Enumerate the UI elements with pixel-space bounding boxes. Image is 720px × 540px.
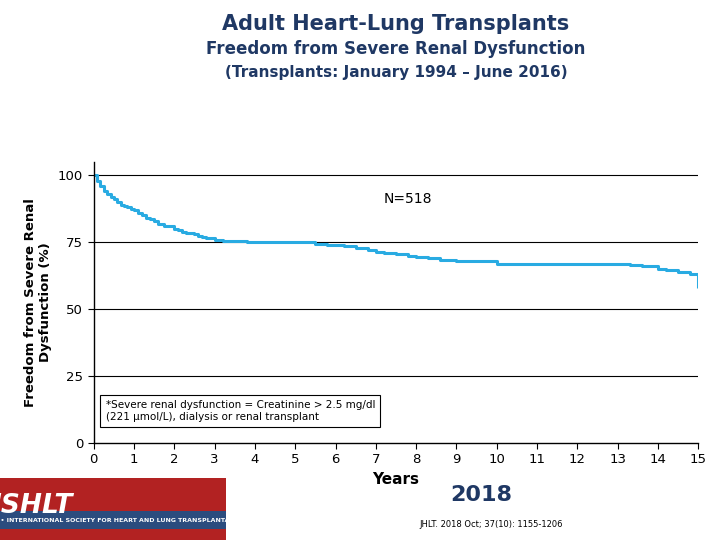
X-axis label: Years: Years <box>372 472 420 487</box>
FancyBboxPatch shape <box>0 478 226 540</box>
Text: N=518: N=518 <box>384 192 433 206</box>
Text: JHLT. 2018 Oct; 37(10): 1155-1206: JHLT. 2018 Oct; 37(10): 1155-1206 <box>419 520 562 529</box>
Text: (Transplants: January 1994 – June 2016): (Transplants: January 1994 – June 2016) <box>225 65 567 80</box>
Text: ISHLT • INTERNATIONAL SOCIETY FOR HEART AND LUNG TRANSPLANTATION: ISHLT • INTERNATIONAL SOCIETY FOR HEART … <box>0 518 246 523</box>
Y-axis label: Freedom from Severe Renal
Dysfunction (%): Freedom from Severe Renal Dysfunction (%… <box>24 198 53 407</box>
Text: *Severe renal dysfunction = Creatinine > 2.5 mg/dl
(221 μmol/L), dialysis or ren: *Severe renal dysfunction = Creatinine >… <box>106 400 375 422</box>
Text: ISHLT: ISHLT <box>0 493 73 519</box>
Text: Freedom from Severe Renal Dysfunction: Freedom from Severe Renal Dysfunction <box>207 40 585 58</box>
FancyBboxPatch shape <box>0 511 226 529</box>
Text: 2018: 2018 <box>451 485 513 505</box>
Text: Adult Heart-Lung Transplants: Adult Heart-Lung Transplants <box>222 14 570 33</box>
